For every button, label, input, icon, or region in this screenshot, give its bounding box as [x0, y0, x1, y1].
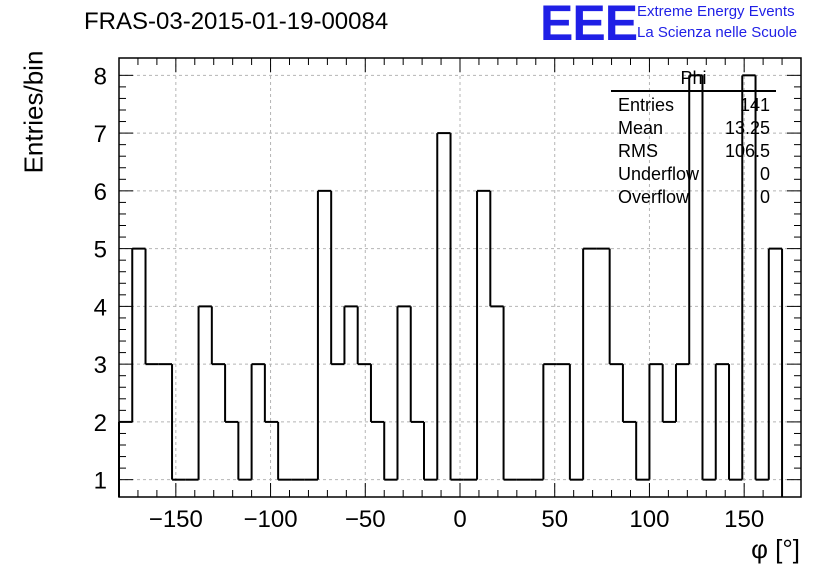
stats-row-entries: Entries 141 — [611, 94, 776, 117]
stats-row-underflow: Underflow 0 — [611, 163, 776, 186]
logo-line-2: La Scienza nelle Scuole — [637, 24, 798, 41]
stats-label: Entries — [618, 95, 675, 115]
x-tick-label: −150 — [149, 506, 203, 533]
stats-label: Mean — [618, 118, 664, 138]
y-tick-label: 4 — [94, 294, 107, 321]
y-tick-label: 8 — [94, 63, 107, 90]
y-tick-label: 3 — [94, 352, 107, 379]
x-tick-label: 50 — [541, 506, 568, 533]
y-tick-label: 7 — [94, 121, 107, 148]
stats-row-mean: Mean 13.25 — [611, 117, 776, 140]
stats-value: 106.5 — [724, 141, 770, 161]
y-axis-label: Entries/bin — [18, 50, 49, 174]
x-tick-label: −100 — [244, 506, 298, 533]
stats-label: Underflow — [618, 164, 700, 184]
x-axis-label: φ [°] — [751, 534, 800, 564]
y-tick-label: 5 — [94, 237, 107, 264]
stats-name: Phi — [680, 68, 707, 88]
stats-value: 13.25 — [724, 118, 770, 138]
x-tick-label: −50 — [345, 506, 386, 533]
stats-box: Phi Entries 141 Mean 13.25 RMS 106.5 Und… — [611, 69, 776, 209]
stats-row-rms: RMS 106.5 — [611, 140, 776, 163]
logo-line-1: Extreme Energy Events — [637, 3, 795, 20]
stats-value: 0 — [759, 164, 770, 184]
x-tick-label: 0 — [453, 506, 466, 533]
stats-value: 141 — [739, 95, 770, 115]
stats-value: 0 — [759, 187, 770, 207]
x-tick-label: 100 — [629, 506, 669, 533]
stats-divider — [611, 90, 776, 92]
x-tick-label: 150 — [724, 506, 764, 533]
y-tick-label: 2 — [94, 410, 107, 437]
stats-label: Overflow — [618, 187, 690, 207]
stats-label: RMS — [618, 141, 658, 161]
y-tick-label: 1 — [94, 468, 107, 495]
y-tick-label: 6 — [94, 179, 107, 206]
plot-title: FRAS-03-2015-01-19-00084 — [84, 8, 389, 35]
eee-logo: EEE — [540, 0, 638, 51]
stats-row-overflow: Overflow 0 — [611, 186, 776, 209]
